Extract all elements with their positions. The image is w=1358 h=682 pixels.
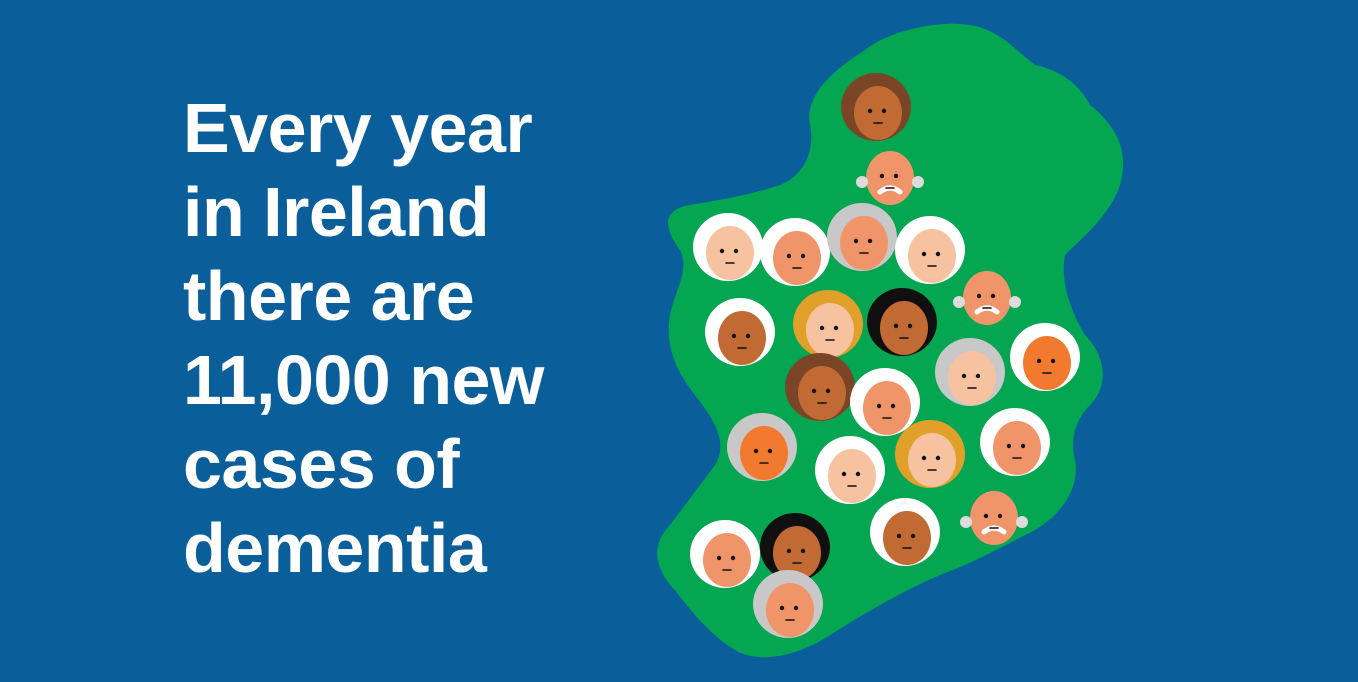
- person-face-icon: [856, 151, 924, 205]
- person-face-icon: [895, 216, 965, 284]
- person-face-icon: [841, 73, 911, 141]
- ireland-map-illustration: [657, 23, 1124, 658]
- person-face-icon: [793, 290, 863, 358]
- person-face-icon: [870, 498, 940, 566]
- person-face-icon: [705, 298, 775, 366]
- person-face-icon: [815, 436, 885, 504]
- person-face-icon: [827, 203, 897, 271]
- person-face-icon: [895, 420, 965, 488]
- person-face-icon: [960, 491, 1028, 545]
- headline-line: Every year: [183, 89, 533, 167]
- headline-line: 11,000 new: [183, 341, 544, 419]
- person-face-icon: [867, 288, 937, 356]
- person-face-icon: [727, 413, 797, 481]
- person-face-icon: [935, 338, 1005, 406]
- headline-line: there are: [183, 257, 475, 335]
- person-face-icon: [760, 513, 830, 581]
- person-face-icon: [760, 218, 830, 286]
- person-face-icon: [785, 353, 855, 421]
- person-face-icon: [693, 213, 763, 281]
- headline-line: cases of: [183, 425, 460, 503]
- person-face-icon: [953, 271, 1021, 325]
- person-face-icon: [690, 520, 760, 588]
- headline-line: in Ireland: [183, 173, 490, 251]
- person-face-icon: [980, 408, 1050, 476]
- headline-line: dementia: [183, 509, 487, 587]
- person-face-icon: [753, 570, 823, 638]
- person-face-icon: [850, 368, 920, 436]
- headline: Every year in Ireland there are 11,000 n…: [183, 86, 544, 590]
- person-face-icon: [1010, 323, 1080, 391]
